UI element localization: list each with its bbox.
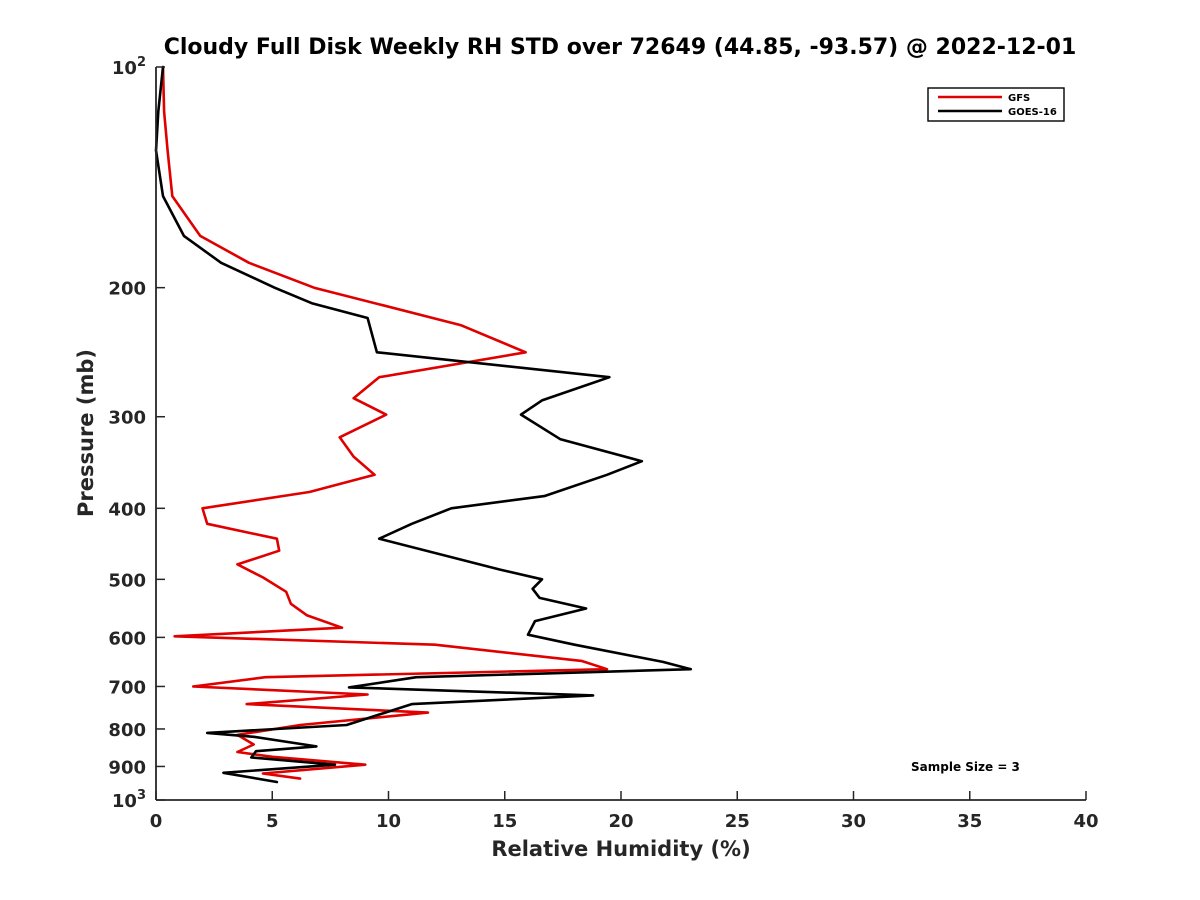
x-tick-label: 5 xyxy=(266,811,279,832)
x-axis-ticks: 0 5 10 15 20 25 30 35 40 xyxy=(150,791,1099,832)
x-axis-label: Relative Humidity (%) xyxy=(491,837,750,861)
x-tick-label: 0 xyxy=(150,811,163,832)
x-tick-label: 25 xyxy=(725,811,750,832)
legend-label-gfs: GFS xyxy=(1008,93,1030,104)
plot-series-group xyxy=(154,65,693,784)
y-tick-label: 400 xyxy=(108,499,146,520)
sample-size-annotation: Sample Size = 3 xyxy=(911,760,1020,774)
x-tick-label: 30 xyxy=(841,811,866,832)
legend: GFS GOES-16 xyxy=(927,87,1065,122)
y-tick-label: 500 xyxy=(108,570,146,591)
x-tick-label: 35 xyxy=(957,811,982,832)
series-line-gfs xyxy=(161,65,609,780)
legend-box xyxy=(927,87,1065,122)
y-tick-label-power: 102 xyxy=(112,55,146,79)
y-tick-label: 200 xyxy=(108,279,146,300)
y-tick-label: 300 xyxy=(108,408,146,429)
y-tick-label: 800 xyxy=(108,720,146,741)
chart-title: Cloudy Full Disk Weekly RH STD over 7264… xyxy=(164,35,1077,60)
y-axis-ticks: 200 300 400 500 600 700 800 900 102 103 xyxy=(108,55,165,812)
y-tick-label: 700 xyxy=(108,677,146,698)
y-tick-label-power: 103 xyxy=(112,788,146,812)
series-line-goes16 xyxy=(154,65,693,784)
x-tick-label: 10 xyxy=(376,811,401,832)
x-tick-label: 20 xyxy=(608,811,633,832)
legend-label-goes16: GOES-16 xyxy=(1008,107,1057,118)
y-tick-label: 600 xyxy=(108,628,146,649)
x-tick-label: 15 xyxy=(492,811,517,832)
x-tick-label: 40 xyxy=(1073,811,1098,832)
y-axis-label: Pressure (mb) xyxy=(74,349,98,517)
y-tick-label: 900 xyxy=(108,757,146,778)
